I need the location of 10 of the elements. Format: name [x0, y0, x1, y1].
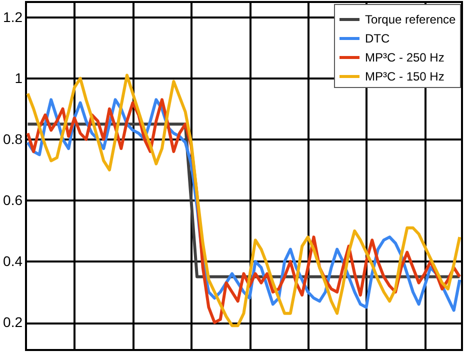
y-tick-label: 1.2: [3, 8, 23, 25]
y-tick-label: 1: [14, 70, 23, 86]
legend-label: MP³C - 150 Hz: [365, 70, 444, 84]
legend-label: DTC: [365, 32, 390, 46]
y-tick-label: 0.4: [3, 252, 23, 269]
legend-label: MP³C - 250 Hz: [365, 50, 444, 64]
y-tick-label: 0.8: [3, 130, 23, 147]
y-tick-label: 0.6: [3, 192, 23, 208]
y-tick-label: 0.2: [3, 314, 23, 330]
legend-label: Torque reference: [365, 12, 456, 26]
